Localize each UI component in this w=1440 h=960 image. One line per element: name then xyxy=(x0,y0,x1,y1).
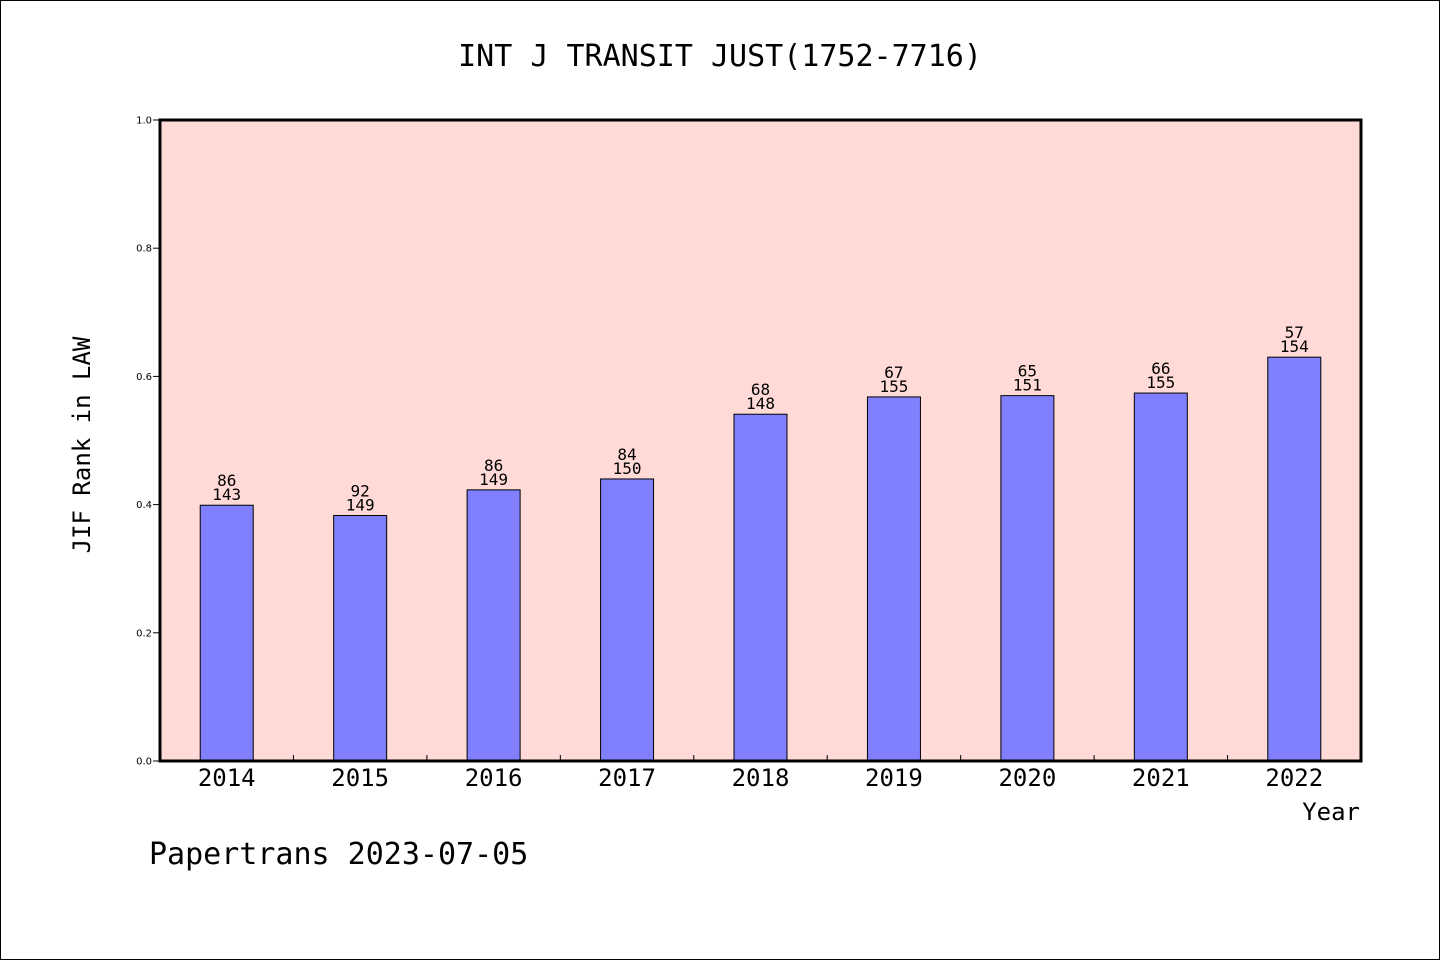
x-axis-label: Year xyxy=(1302,798,1360,826)
bar xyxy=(199,504,254,762)
x-tick-label: 2016 xyxy=(465,764,523,792)
bar-label-total: 155 xyxy=(1146,373,1175,392)
bar-label-total: 149 xyxy=(346,495,375,514)
y-tick-label: 0.6 xyxy=(136,372,152,383)
x-tick-label: 2020 xyxy=(998,764,1056,792)
footer-text: Papertrans 2023-07-05 xyxy=(149,837,528,872)
bar-label-total: 151 xyxy=(1013,376,1042,395)
y-tick-label: 0.0 xyxy=(136,757,152,768)
bar-label-total: 148 xyxy=(746,394,775,413)
bar-label-total: 155 xyxy=(879,377,908,396)
bar xyxy=(1000,395,1055,762)
bar-label-rank: 65 xyxy=(1018,362,1037,381)
x-tick-label: 2021 xyxy=(1132,764,1190,792)
bar xyxy=(1133,392,1188,762)
x-tick-label: 2014 xyxy=(198,764,256,792)
bar xyxy=(466,489,521,762)
bar-label-total: 149 xyxy=(479,470,508,489)
bar-label-rank: 92 xyxy=(351,481,370,500)
bar-label-rank: 86 xyxy=(484,456,503,475)
bar xyxy=(333,514,388,762)
x-tick-label: 2018 xyxy=(732,764,790,792)
chart-title: INT J TRANSIT JUST(1752-7716) xyxy=(458,39,982,74)
y-tick-label: 1.0 xyxy=(136,116,152,127)
bar xyxy=(733,413,788,762)
y-axis-ticks: 0.0 0.2 0.4 0.6 0.8 1.0 xyxy=(136,116,160,768)
x-tick-label: 2015 xyxy=(331,764,389,792)
bar-label-total: 143 xyxy=(212,485,241,504)
y-axis-label: JIF Rank in LAW xyxy=(68,336,96,553)
bar-label-total: 150 xyxy=(613,459,642,478)
x-tick-label: 2017 xyxy=(598,764,656,792)
bar xyxy=(1267,356,1322,762)
bar-label-rank: 57 xyxy=(1285,323,1304,342)
y-tick-label: 0.4 xyxy=(136,500,152,511)
bar-label-rank: 66 xyxy=(1151,359,1170,378)
y-tick-label: 0.2 xyxy=(136,628,152,639)
y-tick-label: 0.8 xyxy=(136,244,152,255)
plot-border xyxy=(158,118,1363,763)
x-tick-label: 2022 xyxy=(1265,764,1323,792)
bar xyxy=(866,396,921,762)
bar xyxy=(600,478,655,762)
bars-group xyxy=(199,356,1322,762)
x-tick-label: 2019 xyxy=(865,764,923,792)
bar-label-total: 154 xyxy=(1280,337,1309,356)
bar-label-rank: 67 xyxy=(884,363,903,382)
bar-label-rank: 68 xyxy=(751,380,770,399)
bar-label-rank: 84 xyxy=(617,445,636,464)
bar-label-rank: 86 xyxy=(217,471,236,490)
x-category-labels: 2014 2015 2016 2017 2018 2019 2020 2021 2022 xyxy=(198,764,1323,792)
